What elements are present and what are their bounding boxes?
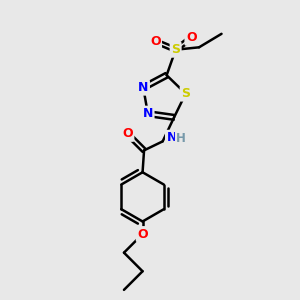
- Text: N: N: [167, 131, 177, 144]
- Text: O: O: [186, 31, 196, 44]
- Text: S: S: [171, 43, 180, 56]
- Text: O: O: [122, 128, 133, 140]
- Text: N: N: [138, 81, 148, 94]
- Text: H: H: [176, 132, 186, 145]
- Text: O: O: [137, 228, 148, 241]
- Text: O: O: [150, 35, 160, 48]
- Text: S: S: [181, 87, 190, 100]
- Text: N: N: [143, 107, 153, 120]
